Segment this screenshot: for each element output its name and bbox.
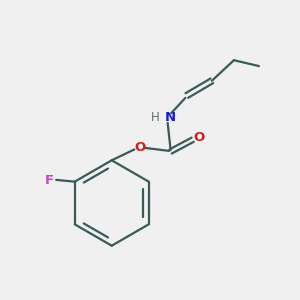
Text: N: N [165, 110, 176, 124]
Text: H: H [151, 110, 160, 124]
Text: O: O [134, 141, 145, 154]
Text: F: F [45, 174, 54, 187]
Text: O: O [194, 131, 205, 144]
